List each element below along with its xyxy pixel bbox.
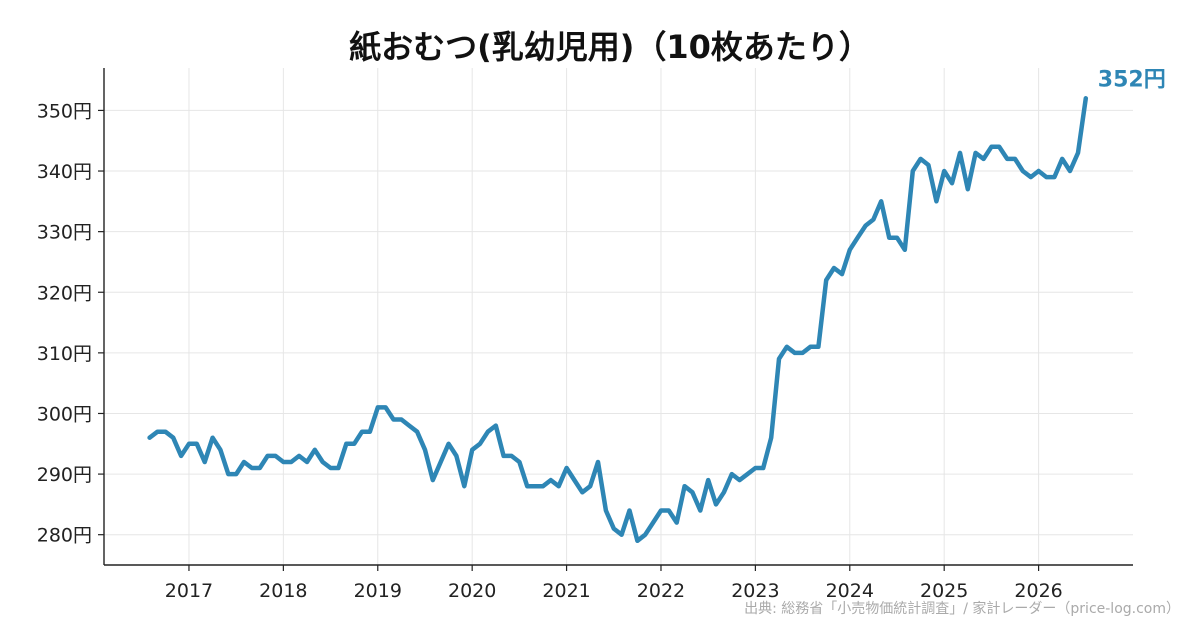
x-tick-label: 2023 (731, 580, 779, 602)
grid-lines (104, 68, 1133, 565)
x-tick-label: 2018 (259, 580, 307, 602)
y-tick-label: 350円 (37, 100, 92, 122)
series-line (147, 96, 1089, 544)
chart-title: 紙おむつ(乳幼児用)（10枚あたり） (349, 28, 871, 66)
y-tick-label: 330円 (37, 222, 92, 244)
y-tick-label: 290円 (37, 464, 92, 486)
y-tick-label: 340円 (37, 161, 92, 183)
x-tick-label: 2021 (542, 580, 590, 602)
end-value-label: 352円 (1098, 67, 1166, 92)
x-tick-label: 2017 (165, 580, 213, 602)
y-tick-label: 320円 (37, 282, 92, 304)
y-tick-label: 280円 (37, 525, 92, 547)
x-tick-label: 2022 (637, 580, 685, 602)
x-tick-label: 2020 (448, 580, 496, 602)
x-tick-label: 2026 (1014, 580, 1062, 602)
y-axis-ticks: 280円 290円 300円 310円 320円 330円 340円 350円 (37, 100, 104, 547)
x-axis-ticks: 2017 2018 2019 2020 2021 2022 2023 2024 2025 2026 (165, 565, 1063, 602)
x-tick-label: 2024 (826, 580, 874, 602)
x-tick-label: 2025 (920, 580, 968, 602)
y-tick-label: 310円 (37, 343, 92, 365)
y-tick-label: 300円 (37, 403, 92, 425)
axes (103, 68, 1133, 566)
source-note: 出典: 総務省「小売物価統計調査」/ 家計レーダー（price-log.com） (744, 600, 1180, 617)
x-tick-label: 2019 (354, 580, 402, 602)
